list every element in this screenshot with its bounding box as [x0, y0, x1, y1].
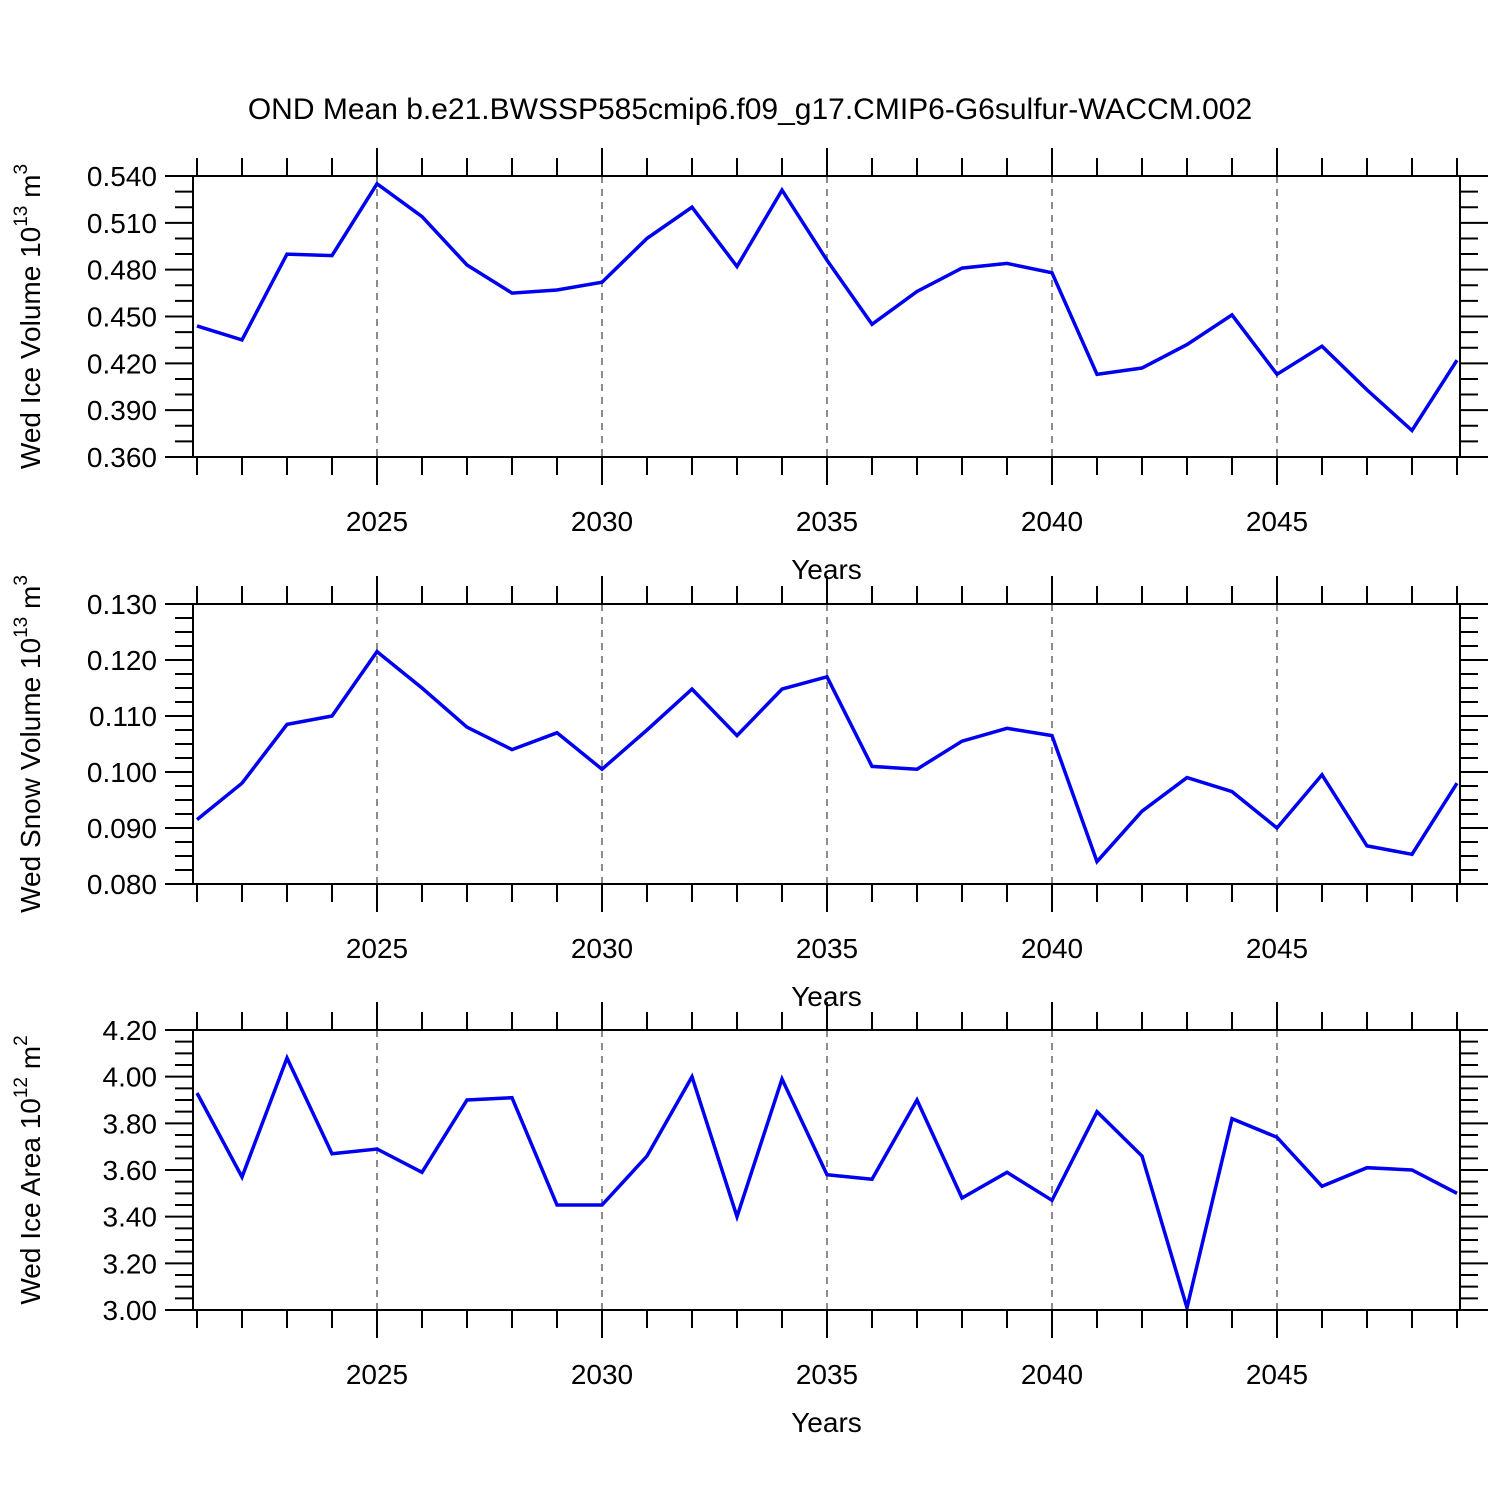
y-tick-label: 0.100	[87, 757, 157, 788]
x-tick-label: 2030	[571, 1359, 633, 1390]
x-tick-label: 2035	[796, 933, 858, 964]
y-tick-label: 0.540	[87, 161, 157, 192]
y-tick-label: 4.00	[103, 1062, 158, 1093]
x-tick-label: 2040	[1021, 506, 1083, 537]
y-axis-label: Wed Ice Volume 1013 m3	[11, 164, 46, 469]
x-tick-label: 2035	[796, 1359, 858, 1390]
x-tick-label: 2030	[571, 506, 633, 537]
y-tick-label: 0.480	[87, 255, 157, 286]
y-tick-label: 0.080	[87, 869, 157, 900]
y-tick-label: 0.420	[87, 348, 157, 379]
x-tick-label: 2040	[1021, 1359, 1083, 1390]
x-tick-label: 2045	[1246, 933, 1308, 964]
chart-panel-wed-ice-area: 2025 2030 2035 2040 2045 Years 3.00 3.20 3.40 3.6…	[11, 1002, 1488, 1438]
y-tick-label: 3.20	[103, 1248, 158, 1279]
x-tick-label: 2045	[1246, 1359, 1308, 1390]
data-line-wed-snow-volume	[195, 649, 1459, 865]
y-axis-label: Wed Snow Volume 1013 m3	[11, 575, 46, 913]
y-tick-label: 0.090	[87, 813, 157, 844]
chart-panel-wed-ice-volume: 2025 2030 2035 2040 2045Years0.3600.3900.420…	[11, 148, 1488, 585]
y-tick-label: 0.120	[87, 645, 157, 676]
y-tick-label: 3.40	[103, 1202, 158, 1233]
x-axis-label: Years	[791, 1407, 862, 1438]
y-tick-label: 0.360	[87, 442, 157, 473]
data-line-wed-ice-volume	[196, 181, 1459, 434]
y-tick-label: 0.130	[87, 589, 157, 620]
data-line-wed-ice-area	[195, 1053, 1458, 1315]
x-tick-label: 2030	[571, 933, 633, 964]
y-tick-label: 3.00	[103, 1295, 158, 1326]
y-tick-label: 0.510	[87, 208, 157, 239]
y-tick-label: 0.450	[87, 302, 157, 333]
y-axis-label: Wed Ice Area 1012 m2	[11, 1035, 46, 1304]
chart-panel-wed-snow-volume: 2025 2030 2035 2040 2045Years0.0800.0900.100…	[11, 575, 1488, 1012]
y-tick-label: 0.110	[89, 701, 157, 732]
y-tick-label: 3.80	[103, 1108, 158, 1139]
page-title: OND Mean b.e21.BWSSP585cmip6.f09_g17.CMI…	[247, 93, 1253, 126]
y-tick-label: 0.390	[87, 395, 157, 426]
x-tick-label: 2035	[796, 506, 858, 537]
x-tick-label: 2025	[346, 506, 408, 537]
y-tick-label: 4.20	[103, 1015, 158, 1046]
x-tick-label: 2025	[346, 1359, 408, 1390]
y-tick-label: 3.60	[103, 1155, 158, 1186]
x-tick-label: 2040	[1021, 933, 1083, 964]
x-tick-label: 2045	[1246, 506, 1308, 537]
x-tick-label: 2025	[346, 933, 408, 964]
